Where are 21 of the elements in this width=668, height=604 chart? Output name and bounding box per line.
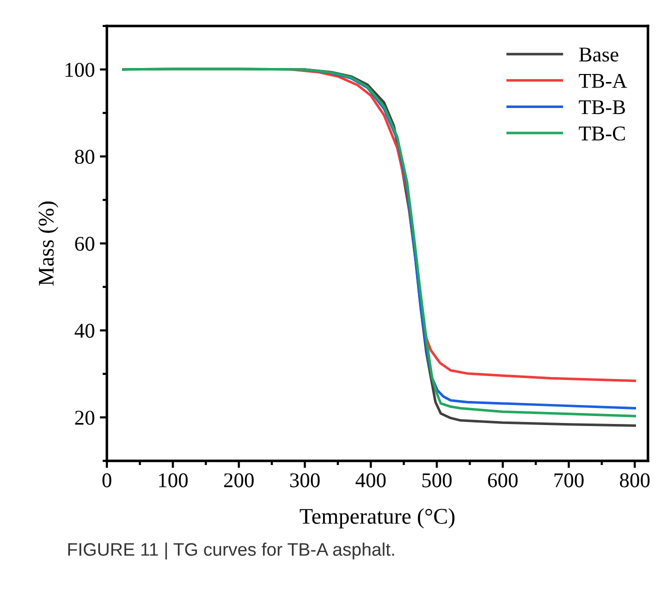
x-tick-label: 800 [620,473,650,488]
x-tick-label: 700 [554,473,584,488]
x-axis-title: Temperature (°C) [300,508,454,528]
legend-label: Base [579,48,618,62]
x-tick-label: 500 [422,473,452,488]
legend-label: TB-C [578,126,625,141]
y-tick-label: 100 [66,62,94,77]
x-tick-label: 0 [102,473,112,488]
x-tick-label: 400 [356,473,386,488]
y-tick-label: 60 [75,236,94,251]
y-tick-label: 20 [75,410,94,425]
x-tick-label: 300 [290,473,320,488]
x-tick-label: 100 [159,473,188,488]
x-tick-label: 200 [224,473,254,488]
legend-label: TB-A [578,74,627,88]
y-tick-label: 80 [75,150,94,164]
legend-label: TB-B [578,100,625,114]
caption: FIGURE 11 | TG curves for TB-A asphalt. [68,542,394,560]
y-axis-title: Mass (%) [38,201,58,286]
y-tick-label: 40 [74,324,94,338]
x-tick-label: 600 [488,473,518,488]
